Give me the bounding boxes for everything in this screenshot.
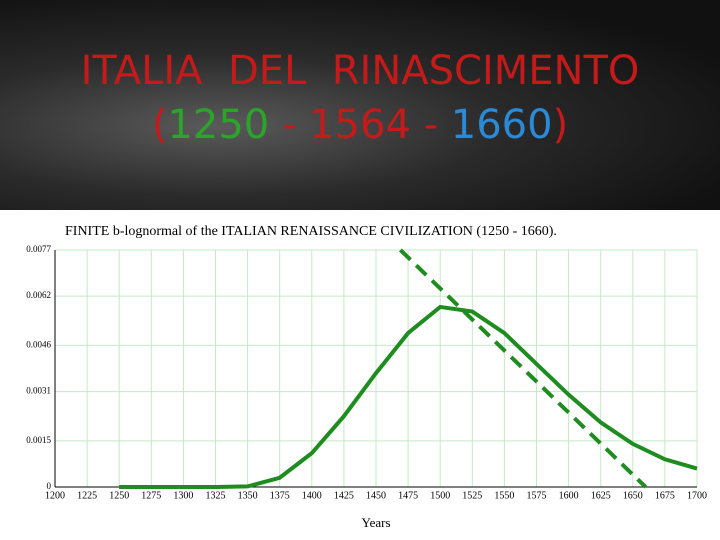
y-tick-label: 0.0015 xyxy=(26,435,51,445)
data-line xyxy=(399,248,648,489)
x-tick-label: 1200 xyxy=(45,490,65,501)
x-axis-label: Years xyxy=(361,515,390,530)
title-part: 1660 xyxy=(450,102,553,148)
x-tick-label: 1425 xyxy=(334,490,354,501)
x-tick-label: 1375 xyxy=(270,490,290,501)
title-part: ( xyxy=(151,102,168,148)
x-tick-label: 1500 xyxy=(430,490,450,501)
title-part: 1250 xyxy=(167,102,270,148)
space-background xyxy=(0,0,720,210)
x-tick-label: 1550 xyxy=(494,490,514,501)
slide-subtitle: (1250 - 1564 - 1660) xyxy=(0,102,720,148)
x-tick-label: 1300 xyxy=(173,490,193,501)
x-tick-label: 1700 xyxy=(687,490,707,501)
chart-background xyxy=(0,210,720,540)
x-tick-label: 1525 xyxy=(462,490,482,501)
x-tick-label: 1250 xyxy=(109,490,129,501)
x-tick-label: 1600 xyxy=(559,490,579,501)
chart-title: FINITE b-lognormal of the ITALIAN RENAIS… xyxy=(65,224,557,239)
x-tick-label: 1325 xyxy=(206,490,226,501)
y-tick-label: 0.0077 xyxy=(26,244,51,254)
y-tick-label: 0 xyxy=(47,481,52,491)
x-tick-label: 1225 xyxy=(77,490,97,501)
x-tick-label: 1475 xyxy=(398,490,418,501)
y-tick-label: 0.0062 xyxy=(26,290,51,300)
y-tick-label: 0.0031 xyxy=(26,386,51,396)
x-tick-label: 1400 xyxy=(302,490,322,501)
chart: FINITE b-lognormal of the ITALIAN RENAIS… xyxy=(0,210,720,540)
x-tick-label: 1625 xyxy=(591,490,611,501)
data-line xyxy=(119,304,698,489)
x-tick-label: 1450 xyxy=(366,490,386,501)
x-tick-label: 1350 xyxy=(238,490,258,501)
title-part: ) xyxy=(552,102,569,148)
x-tick-label: 1675 xyxy=(655,490,675,501)
x-tick-label: 1275 xyxy=(141,490,161,501)
y-tick-label: 0.0046 xyxy=(26,339,51,349)
slide-title: ITALIA DEL RINASCIMENTO xyxy=(80,48,640,94)
title-part: - 1564 - xyxy=(269,102,451,148)
x-tick-label: 1650 xyxy=(623,490,643,501)
x-tick-label: 1575 xyxy=(527,490,547,501)
